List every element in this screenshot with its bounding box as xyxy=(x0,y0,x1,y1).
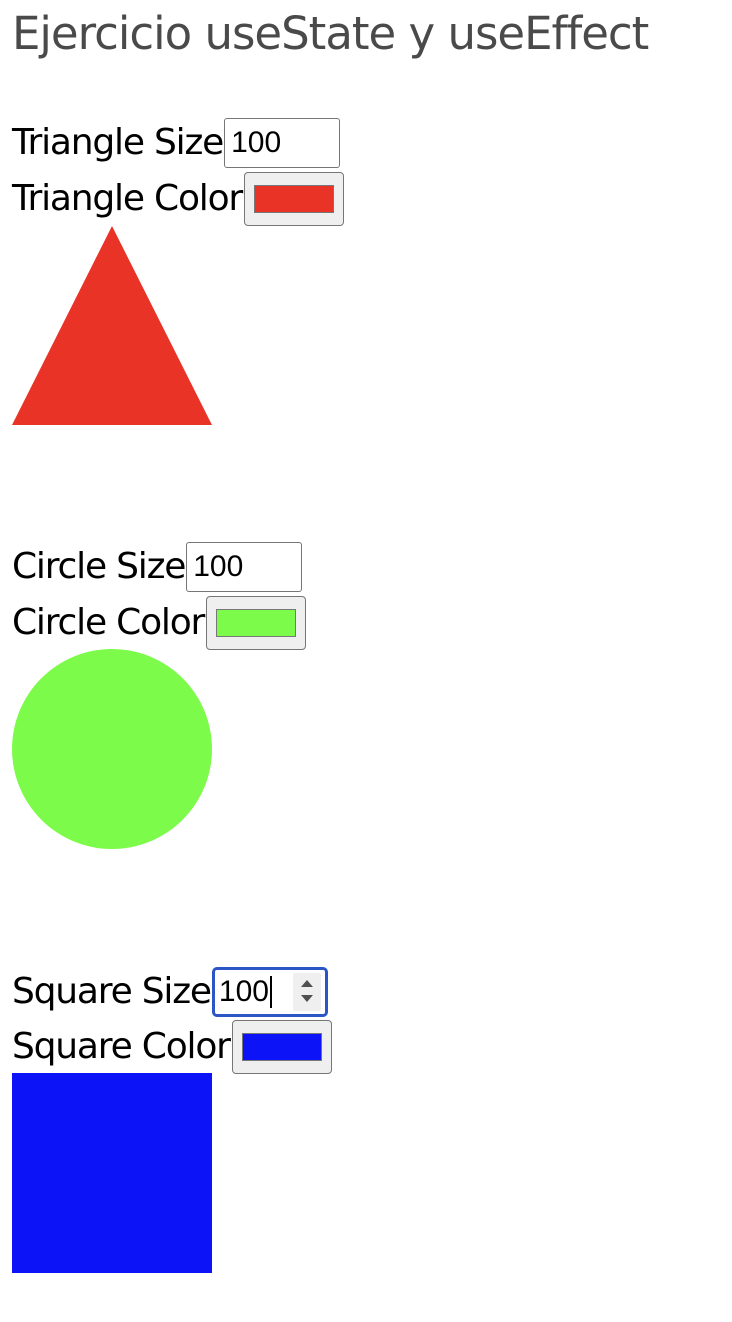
triangle-color-row: Triangle Color xyxy=(12,172,345,226)
square-color-row: Square Color xyxy=(12,1020,332,1074)
triangle-shape xyxy=(12,226,212,425)
triangle-color-swatch xyxy=(254,185,335,213)
circle-color-row: Circle Color xyxy=(12,596,307,650)
square-shape xyxy=(12,1073,212,1273)
triangle-size-label: Triangle Size xyxy=(12,122,224,163)
circle-color-picker[interactable] xyxy=(206,596,307,650)
spinner-up-icon[interactable] xyxy=(300,980,313,987)
page-title: Ejercicio useState y useEffect xyxy=(12,7,649,60)
square-size-value: 100 xyxy=(218,975,269,1008)
square-color-picker[interactable] xyxy=(231,1020,332,1074)
square-color-swatch xyxy=(241,1033,322,1061)
triangle-color-label: Triangle Color xyxy=(12,178,243,219)
circle-color-label: Circle Color xyxy=(12,602,205,643)
circle-size-label: Circle Size xyxy=(12,546,186,587)
circle-shape xyxy=(12,649,212,849)
triangle-size-row: Triangle Size 100 xyxy=(12,118,341,168)
triangle-size-value: 100 xyxy=(231,126,282,159)
circle-color-swatch xyxy=(216,609,297,637)
triangle-size-input[interactable]: 100 xyxy=(224,118,341,168)
circle-size-value: 100 xyxy=(193,550,244,583)
square-color-label: Square Color xyxy=(12,1026,231,1067)
circle-size-input[interactable]: 100 xyxy=(186,542,303,592)
square-size-input[interactable]: 100 xyxy=(211,967,328,1017)
triangle-color-picker[interactable] xyxy=(244,172,345,226)
square-size-label: Square Size xyxy=(12,971,212,1012)
square-size-row: Square Size 100 xyxy=(12,967,328,1017)
spinner-down-icon[interactable] xyxy=(300,995,313,1002)
text-caret xyxy=(269,976,272,1008)
circle-size-row: Circle Size 100 xyxy=(12,542,303,592)
number-spinner[interactable] xyxy=(292,973,321,1011)
